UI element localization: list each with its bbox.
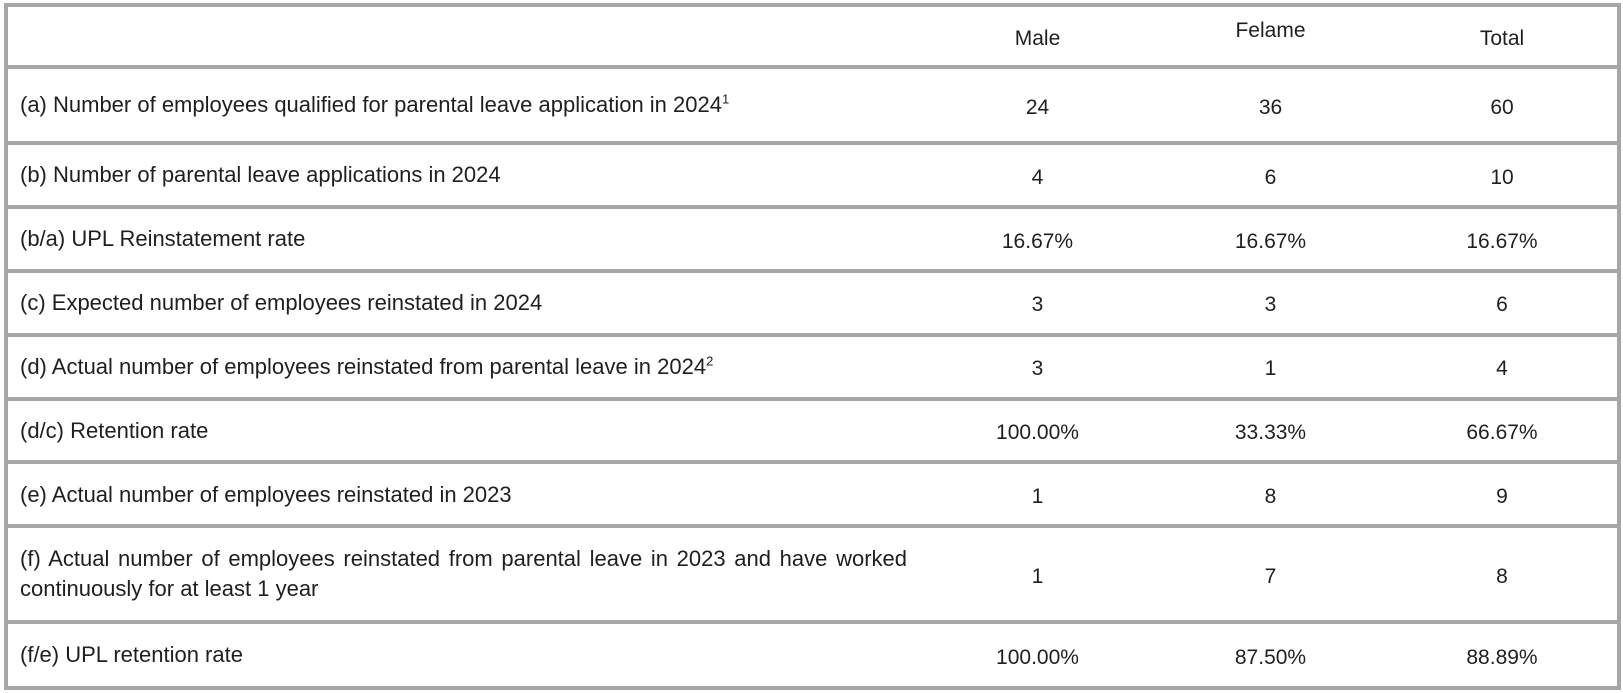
- total-value: 4: [1496, 357, 1508, 381]
- row-label: (f/e) UPL retention rate: [20, 642, 243, 668]
- male-value: 3: [1031, 293, 1044, 317]
- row-label: (d) Actual number of employees reinstate…: [6, 335, 921, 399]
- female-value: 33.33%: [1234, 421, 1307, 445]
- male-value: 1: [1031, 484, 1044, 508]
- table-row-e: (e) Actual number of employees reinstate…: [6, 462, 1619, 527]
- female-value: 36: [1258, 95, 1283, 119]
- table-row-b: (b) Number of parental leave application…: [6, 143, 1619, 208]
- row-label-text: (a) Number of employees qualified for pa…: [20, 92, 722, 118]
- table-row-b-a: (b/a) UPL Reinstatement rate 16.67% 16.6…: [6, 207, 1619, 271]
- row-label: (e) Actual number of employees reinstate…: [20, 481, 512, 507]
- footnote-marker: 2: [706, 353, 714, 369]
- total-value: 88.89%: [1466, 645, 1538, 669]
- female-value: 6: [1264, 165, 1277, 189]
- total-value: 16.67%: [1466, 229, 1538, 253]
- header-row: Male Felame Total: [6, 5, 1619, 67]
- female-value: 3: [1264, 293, 1277, 317]
- female-value: 16.67%: [1234, 229, 1307, 253]
- row-label: (a) Number of employees qualified for pa…: [6, 67, 921, 144]
- footnote-marker: 1: [721, 91, 730, 107]
- row-label: (b) Number of parental leave application…: [20, 162, 501, 188]
- table-row-d: (d) Actual number of employees reinstate…: [6, 335, 1619, 399]
- total-value: 9: [1496, 484, 1508, 508]
- male-value: 3: [1031, 357, 1044, 381]
- row-label-text: (d) Actual number of employees reinstate…: [20, 353, 707, 379]
- total-value: 8: [1496, 564, 1508, 588]
- male-value: 100.00%: [996, 421, 1079, 445]
- table-row-f: (f) Actual number of employees reinstate…: [6, 526, 1619, 622]
- row-label: (d/c) Retention rate: [20, 417, 209, 443]
- table-row-d-c: (d/c) Retention rate 100.00% 33.33% 66.6…: [6, 399, 1619, 463]
- header-total: Total: [1387, 5, 1619, 67]
- row-label: (f) Actual number of employees reinstate…: [20, 546, 907, 602]
- header-empty-cell: [6, 5, 921, 67]
- total-value: 10: [1490, 165, 1514, 189]
- male-value: 100.00%: [996, 645, 1079, 669]
- table-row-f-e: (f/e) UPL retention rate 100.00% 87.50% …: [6, 622, 1619, 688]
- male-value: 1: [1031, 564, 1044, 588]
- header-male-label: Male: [1014, 27, 1061, 51]
- total-value: 60: [1490, 95, 1514, 119]
- male-value: 24: [1025, 95, 1050, 119]
- header-female-label: Felame: [1235, 19, 1306, 43]
- table-row-c: (c) Expected number of employees reinsta…: [6, 271, 1619, 335]
- row-label: (b/a) UPL Reinstatement rate: [20, 226, 306, 252]
- female-value: 87.50%: [1234, 645, 1307, 669]
- total-value: 66.67%: [1466, 421, 1538, 445]
- female-value: 8: [1264, 484, 1277, 508]
- header-total-label: Total: [1479, 27, 1525, 51]
- male-value: 16.67%: [1001, 229, 1074, 253]
- header-female: Felame: [1154, 5, 1387, 67]
- female-value: 7: [1264, 564, 1277, 588]
- row-label: (c) Expected number of employees reinsta…: [20, 290, 543, 316]
- parental-leave-stats-table: Male Felame Total (a) Number of employee…: [4, 3, 1621, 690]
- table-row-a: (a) Number of employees qualified for pa…: [6, 67, 1619, 144]
- total-value: 6: [1496, 293, 1508, 317]
- female-value: 1: [1264, 357, 1277, 381]
- header-male: Male: [921, 5, 1154, 67]
- male-value: 4: [1031, 165, 1044, 189]
